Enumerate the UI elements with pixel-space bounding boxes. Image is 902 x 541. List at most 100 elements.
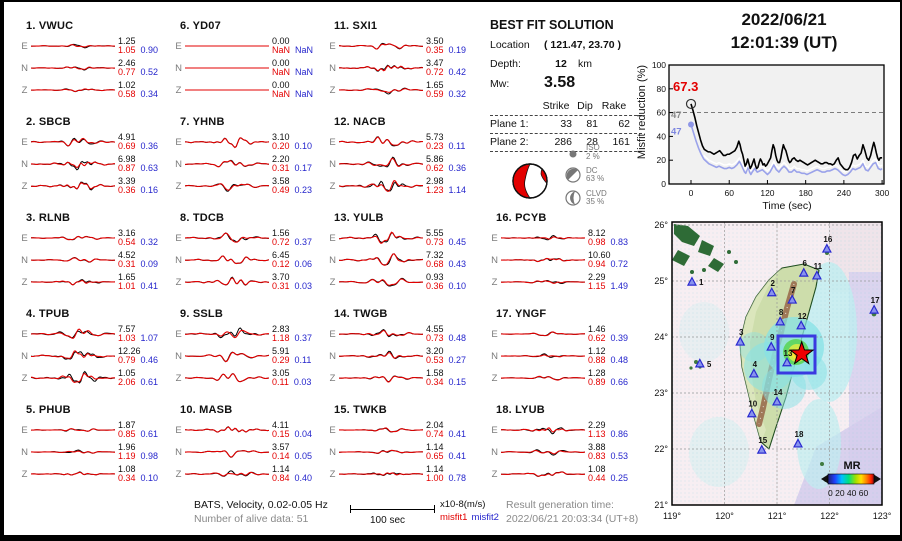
waveform-row-n: N 12.26 0.79 0.46 [18, 345, 170, 367]
component-label: E [21, 232, 28, 244]
waveform-row-n: N 4.52 0.31 0.09 [18, 249, 170, 271]
trace-values: 2.04 0.74 0.41 [426, 419, 467, 439]
dc-icon [565, 167, 581, 183]
component-label: E [329, 328, 336, 340]
trace-values: 0.00 NaN NaN [272, 35, 314, 55]
svg-text:Time (sec): Time (sec) [762, 200, 811, 212]
trace-values: 3.50 0.35 0.19 [426, 35, 467, 55]
trace-values: 1.87 0.85 0.61 [118, 419, 159, 439]
trace-values: 5.86 0.62 0.36 [426, 153, 467, 173]
dc-row: DC 63 % [564, 166, 607, 184]
trace-values: 1.05 2.06 0.61 [118, 367, 159, 387]
waveform-row-n: N 3.57 0.14 0.05 [172, 441, 324, 463]
trace-values: 4.55 0.73 0.48 [426, 323, 467, 343]
component-label: E [491, 328, 498, 340]
trace-values: 1.02 0.58 0.34 [118, 79, 159, 99]
waveform-trace [501, 257, 585, 263]
trace-values: 1.08 0.44 0.25 [588, 463, 629, 483]
waveform-trace [185, 232, 269, 243]
mw-value: 3.58 [544, 74, 576, 91]
component-label: Z [21, 468, 28, 480]
waveform-row-z: Z 3.58 0.49 0.23 [172, 175, 324, 197]
waveform-trace [31, 428, 115, 432]
trace-values: 3.58 0.49 0.23 [272, 175, 313, 195]
svg-text:7: 7 [791, 286, 796, 295]
plane1-row: Plane 1: 33 81 62 [490, 116, 642, 134]
component-label: Z [21, 372, 28, 384]
mainland-china [672, 224, 738, 274]
component-label: Z [21, 180, 28, 192]
waveform-row-e: E 5.73 0.23 0.11 [326, 131, 478, 153]
svg-text:121°: 121° [768, 511, 787, 521]
station-marker-15: 15 [756, 436, 768, 454]
svg-text:20: 20 [657, 155, 667, 165]
svg-text:MR: MR [843, 460, 860, 472]
trace-values: 8.12 0.98 0.83 [588, 227, 629, 247]
waveform-row-z: Z 0.00 NaN NaN [172, 79, 324, 101]
waveform-trace [31, 160, 115, 171]
station-title: 3. RLNB [26, 212, 71, 224]
waveform-row-e: E 3.50 0.35 0.19 [326, 35, 478, 57]
waveform-row-z: Z 3.70 0.31 0.03 [172, 271, 324, 293]
station-title: 1. VWUC [26, 20, 74, 32]
trace-values: 3.05 0.11 0.03 [272, 367, 312, 387]
station-marker-7: 7 [787, 286, 798, 304]
trace-values: 3.47 0.72 0.42 [426, 57, 467, 77]
clvd-row: CLVD 35 % [564, 189, 607, 207]
waveform-row-n: N 10.60 0.94 0.72 [488, 249, 640, 271]
trace-values: 1.08 0.34 0.10 [118, 463, 159, 483]
waveform-row-n: N 6.45 0.12 0.06 [172, 249, 324, 271]
station-block-yulb: 13. YULB E 5.55 0.73 0.45 N 7.32 0.68 0.43 Z 0.93 0… [326, 212, 478, 308]
waveform-trace [31, 350, 115, 360]
component-label: Z [21, 84, 28, 96]
waveform-trace [31, 370, 115, 384]
waveform-trace [339, 87, 423, 95]
component-label: N [491, 350, 498, 362]
station-marker-17: 17 [869, 296, 880, 314]
component-label: E [329, 232, 336, 244]
svg-text:300: 300 [875, 188, 889, 198]
station-marker-2: 2 [766, 279, 777, 297]
station-title: 17. YNGF [496, 308, 547, 320]
station-block-tpub: 4. TPUB E 7.57 1.03 1.07 N 12.26 0.79 0.46 Z 1.05 2… [18, 308, 170, 404]
component-label: N [175, 62, 182, 74]
filter-info: BATS, Velocity, 0.02-0.05 Hz [194, 499, 328, 511]
station-marker-18: 18 [793, 430, 804, 448]
waveform-trace [31, 137, 115, 147]
waveform-trace [339, 253, 423, 266]
svg-text:120: 120 [760, 188, 774, 198]
waveform-row-n: N 1.14 0.65 0.41 [326, 441, 478, 463]
station-title: 6. YD07 [180, 20, 221, 32]
waveform-trace [31, 66, 115, 71]
waveform-trace [501, 427, 585, 435]
trace-values: 0.93 0.36 0.10 [426, 271, 467, 291]
waveform-row-z: Z 1.14 0.84 0.40 [172, 463, 324, 485]
station-title: 5. PHUB [26, 404, 71, 416]
station-map: 1 2 3 4 5 6 7 8 9 10 11 12 13 14 15 16 17 18 26° 25° 24° 23°… [644, 212, 900, 535]
station-title: 8. TDCB [180, 212, 225, 224]
station-marker-11: 11 [811, 262, 823, 280]
trace-values: 4.91 0.69 0.36 [118, 131, 159, 151]
trace-values: 12.26 0.79 0.46 [118, 345, 159, 365]
waveform-row-n: N 2.46 0.77 0.52 [18, 57, 170, 79]
waveform-trace [501, 353, 585, 358]
station-block-nacb: 12. NACB E 5.73 0.23 0.11 N 5.86 0.62 0.36 Z 2.98 1… [326, 116, 478, 212]
waveform-row-e: E 1.25 1.05 0.90 [18, 35, 170, 57]
svg-text:22°: 22° [654, 444, 668, 454]
waveform-row-z: Z 2.98 1.23 1.14 [326, 175, 478, 197]
svg-text:21°: 21° [654, 500, 668, 510]
station-title: 10. MASB [180, 404, 233, 416]
trace-values: 1.12 0.88 0.48 [588, 345, 629, 365]
waveform-trace [31, 88, 115, 93]
svg-text:67.3: 67.3 [673, 79, 698, 94]
trace-values: 7.57 1.03 1.07 [118, 323, 159, 343]
station-block-sslb: 9. SSLB E 2.83 1.18 0.37 N 5.91 0.29 0.11 Z 3.05 0.… [172, 308, 324, 404]
component-label: N [491, 446, 498, 458]
event-datetime: 2022/06/21 12:01:39 (UT) [664, 10, 900, 53]
location-label: Location [490, 39, 530, 51]
component-label: N [21, 446, 28, 458]
waveform-row-z: Z 1.65 0.59 0.32 [326, 79, 478, 101]
waveform-trace [31, 449, 115, 454]
svg-text:16: 16 [823, 235, 832, 244]
component-label: E [21, 40, 28, 52]
